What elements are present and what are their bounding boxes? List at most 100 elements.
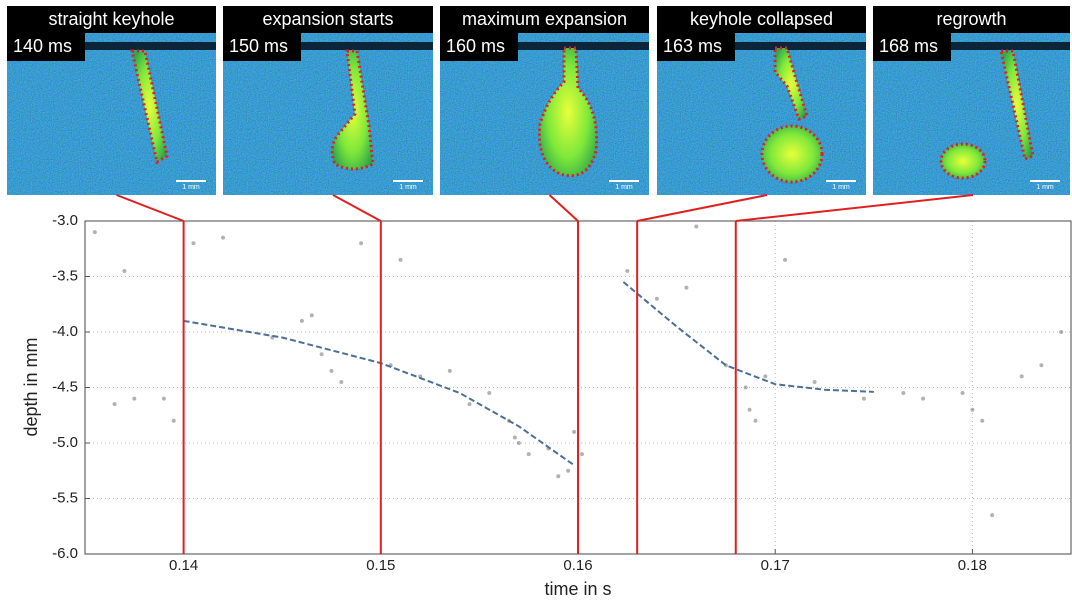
surface-band bbox=[727, 42, 866, 50]
point bbox=[980, 418, 985, 423]
keyhole-shape bbox=[999, 49, 1035, 162]
point bbox=[309, 313, 314, 318]
time-box bbox=[7, 33, 85, 61]
point bbox=[572, 429, 577, 434]
point bbox=[654, 296, 659, 301]
image-panel: keyhole collapsed 163 ms 1 mm bbox=[657, 6, 866, 195]
event-connector bbox=[735, 194, 974, 222]
time-box bbox=[657, 33, 735, 61]
x-tick-label: 0.14 bbox=[169, 557, 198, 574]
y-tick-label: -3.0 bbox=[52, 212, 78, 229]
point bbox=[161, 396, 166, 401]
scale-label: 1 mm bbox=[832, 184, 850, 191]
title-box bbox=[7, 6, 216, 33]
panel-time: 150 ms bbox=[229, 36, 288, 56]
y-tick-label: -5.5 bbox=[52, 489, 78, 506]
point bbox=[579, 452, 584, 457]
event-connector bbox=[548, 194, 579, 222]
point bbox=[467, 402, 472, 407]
x-tick-label: 0.15 bbox=[366, 557, 395, 574]
event-connector bbox=[636, 194, 768, 222]
point bbox=[171, 418, 176, 423]
point bbox=[191, 241, 196, 246]
keyhole-shape bbox=[939, 142, 987, 180]
point bbox=[92, 230, 97, 235]
point bbox=[221, 235, 226, 240]
point bbox=[319, 352, 324, 357]
point bbox=[970, 407, 975, 412]
y-axis-label: depth in mm bbox=[21, 337, 41, 436]
point bbox=[122, 268, 127, 273]
panel-title: expansion starts bbox=[262, 9, 393, 29]
panel-title: maximum expansion bbox=[462, 9, 627, 29]
title-box bbox=[223, 6, 433, 33]
fit-line bbox=[183, 319, 575, 467]
event-connector bbox=[116, 194, 184, 222]
title-box bbox=[873, 6, 1070, 33]
point bbox=[516, 441, 521, 445]
surface-band bbox=[77, 42, 216, 50]
surface-band bbox=[293, 42, 433, 50]
point bbox=[763, 374, 768, 379]
point bbox=[812, 379, 817, 384]
point bbox=[694, 224, 699, 229]
title-box bbox=[440, 6, 649, 33]
point bbox=[556, 474, 561, 479]
point bbox=[625, 268, 630, 273]
time-box bbox=[873, 33, 951, 61]
panel-time: 140 ms bbox=[13, 36, 72, 56]
point bbox=[1039, 363, 1044, 368]
point bbox=[359, 241, 364, 246]
surface-band bbox=[943, 42, 1070, 50]
x-axis-label: time in s bbox=[544, 579, 611, 599]
y-tick-label: -5.0 bbox=[52, 434, 78, 451]
panel-title: keyhole collapsed bbox=[690, 9, 833, 29]
image-panel: maximum expansion 160 ms 1 mm bbox=[440, 6, 649, 195]
point bbox=[747, 407, 752, 412]
time-box bbox=[223, 33, 301, 61]
point bbox=[512, 435, 517, 440]
keyhole-shape bbox=[773, 46, 809, 121]
y-tick-label: -6.0 bbox=[52, 545, 78, 562]
y-tick-label: -4.5 bbox=[52, 378, 78, 395]
point bbox=[398, 257, 403, 262]
point bbox=[743, 385, 748, 390]
x-tick-label: 0.16 bbox=[563, 557, 592, 574]
point bbox=[921, 396, 926, 401]
panel-time: 160 ms bbox=[446, 36, 505, 56]
point bbox=[132, 396, 137, 401]
surface-band bbox=[510, 42, 649, 50]
event-connector bbox=[332, 194, 382, 222]
time-box bbox=[440, 33, 518, 61]
y-tick-label: -3.5 bbox=[52, 267, 78, 284]
point bbox=[861, 396, 866, 401]
point bbox=[901, 391, 906, 396]
x-tick-label: 0.18 bbox=[958, 557, 987, 574]
point bbox=[783, 257, 788, 262]
point bbox=[990, 513, 995, 518]
point bbox=[447, 368, 452, 373]
panel-time: 163 ms bbox=[663, 36, 722, 56]
scale-label: 1 mm bbox=[1036, 184, 1054, 191]
keyhole-shape bbox=[330, 49, 375, 171]
point bbox=[112, 402, 117, 407]
fit-line bbox=[622, 281, 874, 393]
keyhole-shape bbox=[760, 124, 824, 184]
scale-label: 1 mm bbox=[399, 184, 417, 191]
point bbox=[684, 285, 689, 290]
image-panel: expansion starts 150 ms 1 mm bbox=[223, 6, 433, 195]
image-panel: straight keyhole 140 ms 1 mm bbox=[7, 6, 216, 195]
title-box bbox=[657, 6, 866, 33]
y-tick-label: -4.0 bbox=[52, 323, 78, 340]
keyhole-shape bbox=[537, 46, 599, 178]
keyhole-shape bbox=[130, 49, 169, 165]
point bbox=[753, 418, 758, 423]
point bbox=[526, 452, 531, 457]
panel-title: straight keyhole bbox=[48, 9, 174, 29]
point bbox=[566, 468, 571, 473]
panel-title: regrowth bbox=[936, 9, 1006, 29]
x-tick-label: 0.17 bbox=[761, 557, 790, 574]
point bbox=[960, 391, 965, 396]
